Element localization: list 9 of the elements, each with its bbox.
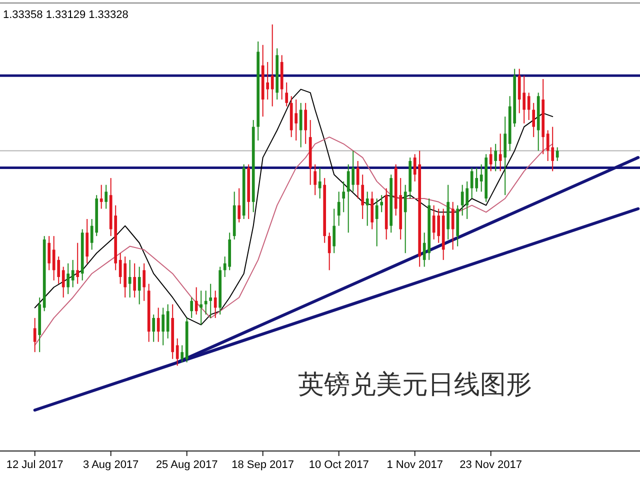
x-tick-label: 23 Nov 2017 (460, 459, 522, 471)
text: 1.33358 1.33129 1.33328 (3, 9, 128, 21)
x-tick-label: 3 Aug 2017 (83, 459, 139, 471)
x-tick-label: 12 Jul 2017 (6, 459, 64, 471)
x-tick-label: 10 Oct 2017 (308, 459, 369, 471)
x-tick-label: 18 Sep 2017 (232, 459, 294, 471)
x-tick-label: 25 Aug 2017 (156, 459, 218, 471)
text: 英镑兑美元日线图形 (298, 370, 532, 400)
x-tick-label: 1 Nov 2017 (386, 459, 443, 471)
